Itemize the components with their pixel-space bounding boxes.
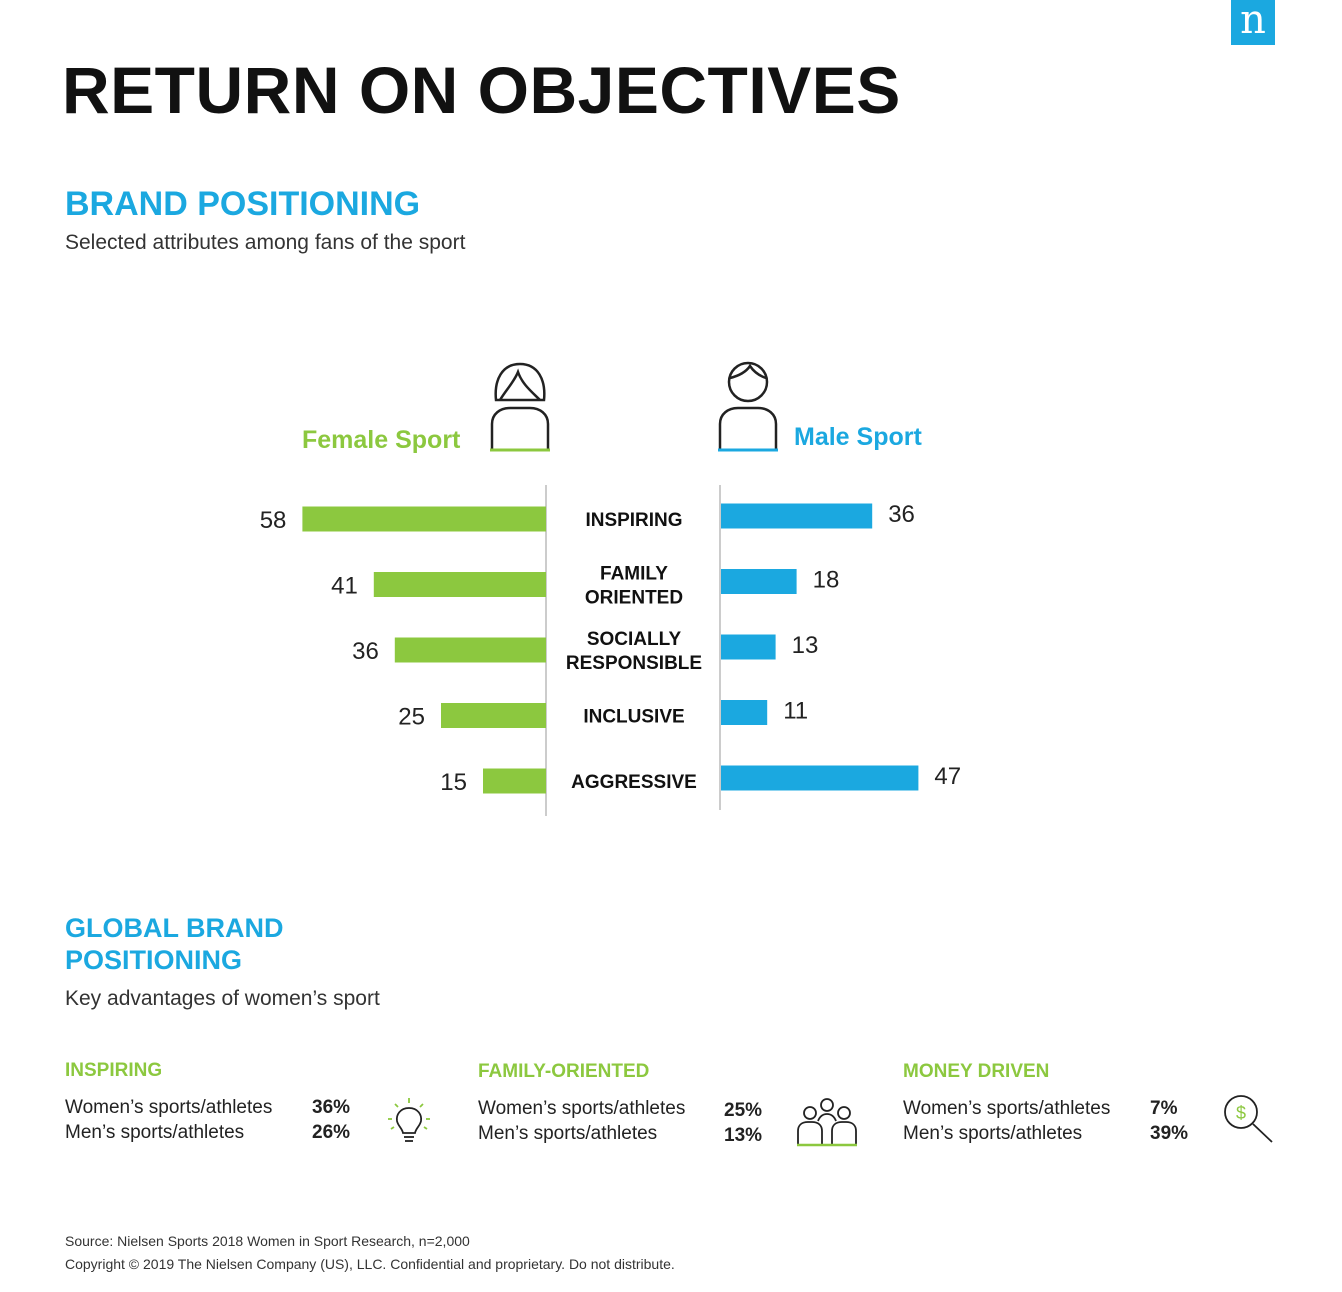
category-label: ORIENTED — [585, 588, 683, 609]
female-bar — [483, 768, 546, 794]
female-bar — [373, 572, 546, 597]
male-bar — [721, 765, 919, 791]
category-label: INSPIRING — [585, 510, 682, 531]
source-note: Source: Nielsen Sports 2018 Women in Spo… — [65, 1233, 470, 1249]
advantage-men-label: Men’s sports/athletes — [478, 1123, 658, 1144]
advantage-women-value: 7% — [1150, 1098, 1178, 1119]
lightbulb-icon — [388, 1098, 430, 1142]
category-label: AGGRESSIVE — [571, 772, 697, 793]
family-icon — [797, 1098, 857, 1147]
female-person-icon — [490, 362, 550, 452]
advantage-women-value: 36% — [312, 1097, 351, 1118]
male-bar — [721, 634, 776, 660]
male-value-label: 47 — [934, 763, 961, 790]
copyright-note: Copyright © 2019 The Nielsen Company (US… — [65, 1256, 675, 1272]
category-label: RESPONSIBLE — [566, 653, 702, 674]
money-magnifier-icon: $ — [1224, 1095, 1273, 1143]
legend-male-sport: Male Sport — [794, 423, 922, 451]
global-positioning-title-line1: GLOBAL BRAND — [65, 913, 284, 943]
advantage-women-value: 25% — [724, 1100, 763, 1121]
male-value-label: 36 — [888, 501, 915, 528]
male-bar — [721, 503, 873, 529]
category-label: SOCIALLY — [587, 629, 682, 650]
advantage-men-value: 26% — [312, 1122, 351, 1143]
advantage-women-label: Women’s sports/athletes — [65, 1097, 273, 1118]
female-value-label: 41 — [331, 573, 358, 600]
female-bar — [394, 637, 546, 663]
advantage-title: FAMILY-ORIENTED — [478, 1061, 650, 1082]
svg-text:$: $ — [1236, 1103, 1246, 1123]
category-label: INCLUSIVE — [583, 707, 684, 728]
male-person-icon — [718, 361, 778, 452]
male-value-label: 18 — [813, 567, 840, 594]
category-label: FAMILY — [600, 564, 668, 585]
advantage-title: INSPIRING — [65, 1060, 163, 1081]
global-positioning-title-line2: POSITIONING — [65, 945, 243, 975]
female-value-label: 25 — [398, 704, 425, 731]
female-bar — [441, 703, 546, 728]
female-value-label: 15 — [440, 769, 467, 796]
advantage-men-label: Men’s sports/athletes — [903, 1123, 1083, 1144]
legend-female-sport: Female Sport — [302, 426, 461, 454]
brand-positioning-title: BRAND POSITIONING — [65, 185, 421, 223]
male-value-label: 13 — [792, 632, 819, 659]
page-title: RETURN ON OBJECTIVES — [62, 53, 901, 127]
advantage-women-label: Women’s sports/athletes — [478, 1098, 686, 1119]
brand-positioning-subtitle: Selected attributes among fans of the sp… — [65, 231, 466, 254]
female-bar — [302, 506, 546, 532]
advantage-title: MONEY DRIVEN — [903, 1061, 1050, 1082]
advantage-women-label: Women’s sports/athletes — [903, 1098, 1111, 1119]
advantage-men-value: 13% — [724, 1125, 763, 1146]
male-bar — [721, 700, 768, 725]
advantage-men-value: 39% — [1150, 1123, 1189, 1144]
global-positioning-subtitle: Key advantages of women’s sport — [65, 987, 380, 1010]
female-value-label: 58 — [260, 507, 287, 534]
male-bar — [721, 569, 797, 594]
female-value-label: 36 — [352, 638, 379, 665]
global-positioning-title: GLOBAL BRAND POSITIONING — [65, 912, 284, 976]
brand-positioning-chart: 58 36 INSPIRING 41 18 FAMILY ORIENTED 36 13 SOCIA… — [260, 485, 961, 816]
nielsen-logo: n — [1231, 0, 1275, 45]
male-value-label: 11 — [783, 698, 808, 725]
advantage-men-label: Men’s sports/athletes — [65, 1122, 245, 1143]
